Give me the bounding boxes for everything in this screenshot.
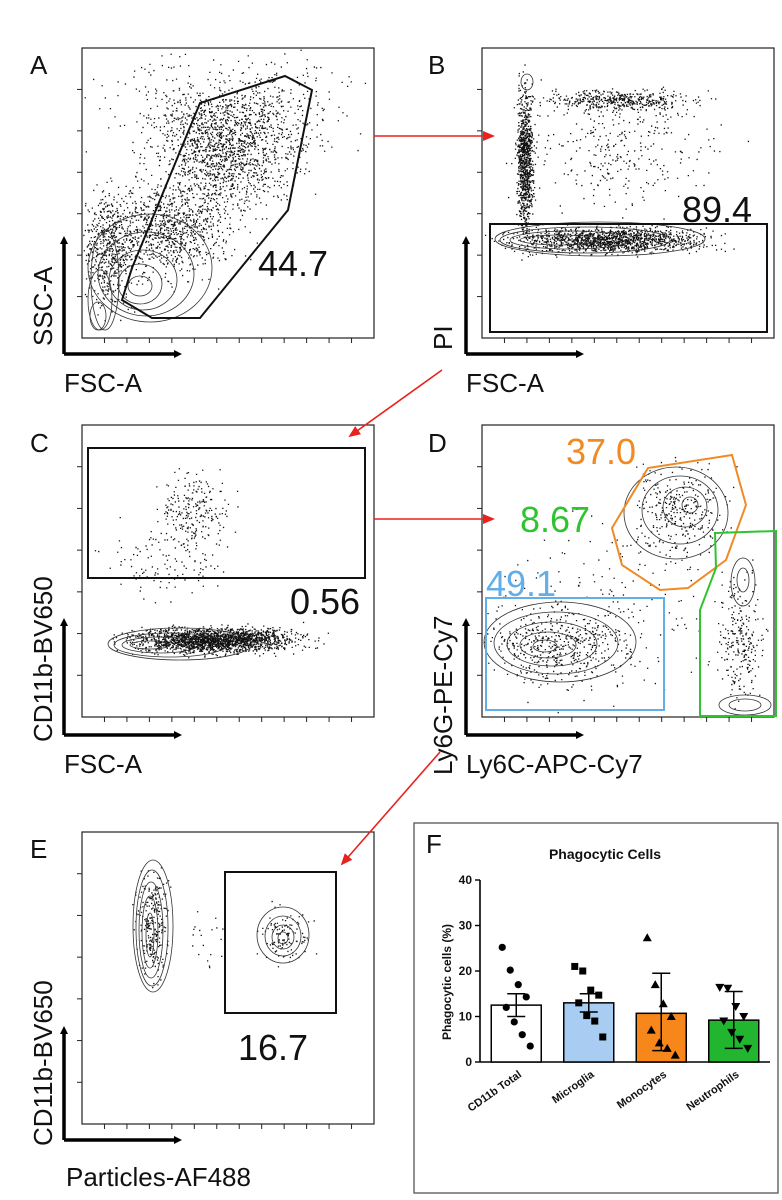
gate-d-microglia (485, 597, 665, 711)
x-axis-label-b: FSC-A (466, 368, 545, 398)
data-point (662, 1043, 672, 1052)
x-axis-label-d: Ly6C-APC-Cy7 (466, 749, 643, 779)
data-point (583, 1012, 591, 1020)
data-point (518, 1031, 526, 1039)
contours-a (87, 213, 213, 331)
gate-value-c: 0.56 (290, 581, 360, 622)
panel-c: C 0.56 CD11b-BV650 FSC-A (28, 424, 375, 779)
data-point (666, 1012, 676, 1020)
gate-value-b: 89.4 (682, 189, 752, 230)
panel-letter-e: E (30, 834, 47, 864)
y-tick-label: 0 (465, 1055, 472, 1069)
data-point (502, 1003, 510, 1012)
data-point (735, 1035, 745, 1044)
axis-ticks (77, 873, 353, 1129)
panel-letter-d: D (428, 428, 447, 458)
data-point (591, 1017, 599, 1025)
gate-c (87, 447, 366, 579)
gate-value-a: 44.7 (258, 243, 328, 284)
flow-arrow-b-to-c (348, 369, 443, 438)
data-point (595, 991, 603, 999)
data-point (571, 962, 579, 970)
y-tick-label: 30 (459, 919, 473, 933)
contours-c (107, 627, 253, 661)
y-axis-label-e: CD11b-BV650 (28, 980, 58, 1146)
gate-d-neutrophils (699, 529, 777, 717)
contours-e (132, 859, 310, 993)
gate-a (120, 74, 314, 319)
data-point (510, 1018, 518, 1026)
data-point (650, 980, 660, 989)
gate-value-e: 16.7 (238, 1027, 308, 1068)
plot-area-e (81, 831, 375, 1125)
y-tick-label: 10 (459, 1010, 473, 1024)
gating-flow-arrows (340, 131, 495, 866)
panel-letter-a: A (30, 50, 48, 80)
flow-arrow-d-to-e (340, 751, 441, 866)
plot-area-a (81, 47, 375, 339)
data-point (506, 966, 514, 974)
data-point (514, 981, 522, 989)
axis-ticks (477, 88, 753, 343)
gate-value-d-monocytes: 37.0 (566, 431, 636, 472)
data-point (599, 1033, 607, 1041)
gate-e (224, 871, 337, 1014)
y-tick-label: 20 (459, 964, 473, 978)
data-point (670, 1050, 680, 1059)
x-axis-label-c: FSC-A (64, 749, 143, 779)
panel-letter-b: B (428, 50, 445, 80)
data-point (642, 933, 652, 942)
panel-letter-f: F (426, 829, 442, 859)
data-point (498, 943, 506, 951)
plot-area-d (481, 424, 775, 718)
gate-b (489, 223, 768, 333)
data-point (731, 1002, 741, 1011)
panel-e: E 16.7 CD11b-BV650 Particles-AF488 (28, 831, 375, 1192)
data-point (526, 1042, 534, 1050)
panel-d: D 37.0 8.67 49.1 Ly6G-PE-Cy7 Ly6C-APC-Cy… (428, 424, 777, 779)
y-axis-label-b: PI (428, 325, 458, 350)
y-axis-label-c: CD11b-BV650 (28, 576, 58, 742)
data-point (575, 999, 583, 1007)
panel-f: F Phagocytic Cells Phagocytic cells (%) … (413, 822, 779, 1194)
data-point (654, 1038, 664, 1047)
chart-y-label: Phagocytic cells (%) (440, 924, 454, 1040)
gate-d-monocytes (610, 453, 748, 592)
data-point (727, 1028, 737, 1037)
data-point (522, 993, 530, 1001)
axis-ticks (77, 466, 353, 722)
panel-a: A 44.7 SSC-A FSC-A (28, 47, 375, 398)
panel-b: B 89.4 PI FSC-A (428, 47, 775, 398)
x-axis-label-e: Particles-AF488 (66, 1162, 251, 1192)
gate-value-d-neutrophils: 8.67 (520, 499, 590, 540)
data-point (719, 1017, 729, 1026)
data-point (658, 999, 668, 1008)
data-point (587, 986, 595, 994)
y-axis-label-a: SSC-A (28, 266, 58, 346)
plot-area-c (81, 424, 375, 718)
y-tick-label: 40 (459, 873, 473, 887)
contours-b (494, 73, 706, 257)
data-point (743, 1044, 753, 1053)
axis-ticks (477, 466, 753, 722)
panel-letter-c: C (30, 428, 49, 458)
axis-ticks (77, 88, 353, 343)
data-point (723, 984, 733, 993)
y-axis-label-d: Ly6G-PE-Cy7 (428, 616, 458, 775)
data-point (715, 983, 725, 992)
data-point (579, 967, 587, 975)
x-axis-label-a: FSC-A (64, 368, 143, 398)
data-point (739, 1013, 749, 1021)
chart-title: Phagocytic Cells (549, 846, 661, 862)
contours-d (483, 466, 772, 716)
data-point (646, 1025, 656, 1034)
gate-value-d-microglia: 49.1 (486, 563, 556, 604)
